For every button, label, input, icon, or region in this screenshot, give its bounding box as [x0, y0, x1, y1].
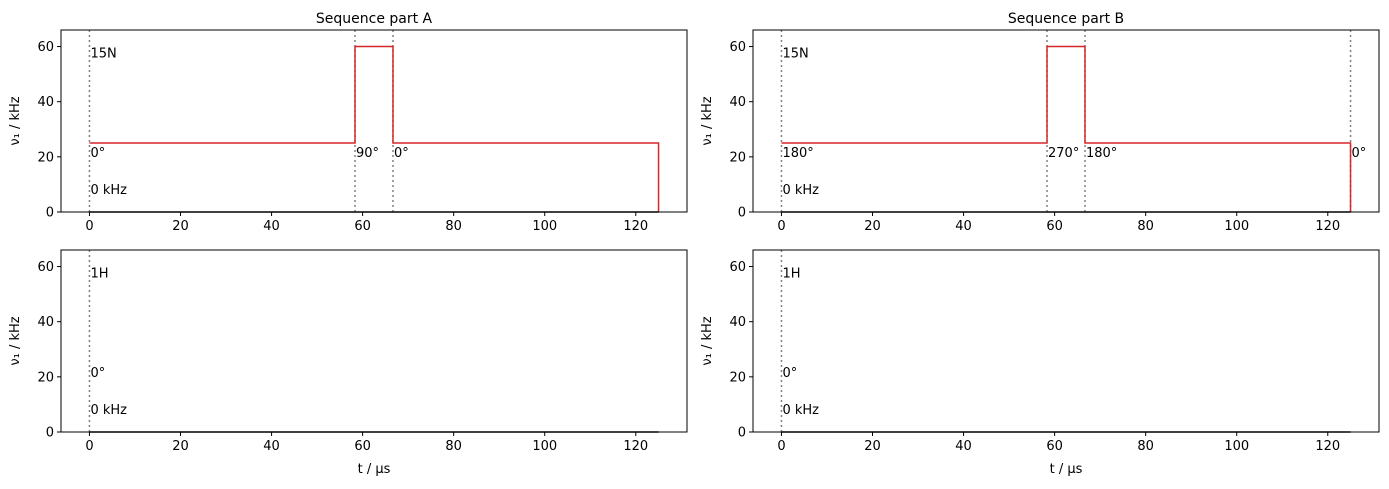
annotation: 0°	[782, 366, 797, 381]
annotation: 0 kHz	[90, 183, 127, 198]
y-tick-label: 20	[729, 370, 746, 385]
x-tick-label: 60	[354, 439, 371, 454]
y-tick-label: 20	[37, 370, 54, 385]
annotation: 0 kHz	[782, 403, 819, 418]
plot-frame	[60, 29, 688, 213]
x-tick-label: 0	[777, 219, 785, 234]
y-axis-label: ν₁ / kHz	[8, 96, 23, 145]
y-tick-label: 60	[37, 40, 54, 55]
y-tick-label: 20	[37, 150, 54, 165]
x-tick-label: 100	[1224, 219, 1249, 234]
x-tick-label: 40	[955, 439, 972, 454]
y-tick-label: 0	[738, 426, 746, 441]
x-tick-label: 60	[1046, 439, 1063, 454]
annotation: 180°	[782, 146, 813, 161]
x-tick-label: 100	[1224, 439, 1249, 454]
x-tick-label: 80	[1137, 219, 1154, 234]
x-axis-label: t / μs	[358, 462, 391, 477]
x-axis-label: t / μs	[1050, 462, 1083, 477]
chart-title: Sequence part A	[316, 11, 433, 27]
x-tick-label: 0	[85, 439, 93, 454]
x-tick-label: 120	[623, 219, 648, 234]
x-tick-label: 120	[623, 439, 648, 454]
x-tick-label: 80	[445, 219, 462, 234]
x-tick-label: 0	[777, 439, 785, 454]
x-tick-label: 80	[445, 439, 462, 454]
y-tick-label: 60	[729, 40, 746, 55]
x-tick-label: 40	[263, 219, 280, 234]
y-tick-label: 60	[729, 260, 746, 275]
chart-title: Sequence part B	[1008, 11, 1124, 27]
annotation: 1H	[782, 267, 800, 282]
x-tick-label: 20	[864, 219, 881, 234]
y-tick-label: 0	[738, 206, 746, 221]
annotation: 0°	[1352, 146, 1367, 161]
annotation: 15N	[782, 47, 808, 62]
x-tick-label: 0	[85, 219, 93, 234]
x-tick-label: 20	[864, 439, 881, 454]
annotation: 90°	[356, 146, 379, 161]
y-tick-label: 40	[729, 95, 746, 110]
y-axis-label: ν₁ / kHz	[700, 316, 715, 365]
annotation: 0°	[90, 366, 105, 381]
annotation: 15N	[90, 47, 116, 62]
x-tick-label: 100	[532, 219, 557, 234]
y-tick-label: 60	[37, 260, 54, 275]
y-tick-label: 0	[46, 206, 54, 221]
annotation: 0 kHz	[90, 403, 127, 418]
series-line	[781, 45, 1352, 212]
annotation: 0°	[394, 146, 409, 161]
x-tick-label: 60	[1046, 219, 1063, 234]
x-tick-label: 80	[1137, 439, 1154, 454]
x-tick-label: 60	[354, 219, 371, 234]
y-axis-label: ν₁ / kHz	[700, 96, 715, 145]
y-tick-label: 40	[37, 315, 54, 330]
annotation: 0 kHz	[782, 183, 819, 198]
series-line	[89, 45, 660, 212]
x-tick-label: 40	[263, 439, 280, 454]
x-tick-label: 120	[1315, 439, 1340, 454]
y-tick-label: 0	[46, 426, 54, 441]
x-tick-label: 20	[172, 219, 189, 234]
y-tick-label: 20	[729, 150, 746, 165]
y-tick-label: 40	[729, 315, 746, 330]
x-tick-label: 100	[532, 439, 557, 454]
x-tick-label: 40	[955, 219, 972, 234]
y-tick-label: 40	[37, 95, 54, 110]
y-axis-label: ν₁ / kHz	[8, 316, 23, 365]
annotation: 180°	[1086, 146, 1117, 161]
x-tick-label: 20	[172, 439, 189, 454]
plot-frame	[752, 29, 1380, 213]
x-tick-label: 120	[1315, 219, 1340, 234]
plot-frame	[752, 249, 1380, 433]
annotation: 0°	[90, 146, 105, 161]
plot-frame	[60, 249, 688, 433]
annotation: 1H	[90, 267, 108, 282]
annotation: 270°	[1048, 146, 1079, 161]
